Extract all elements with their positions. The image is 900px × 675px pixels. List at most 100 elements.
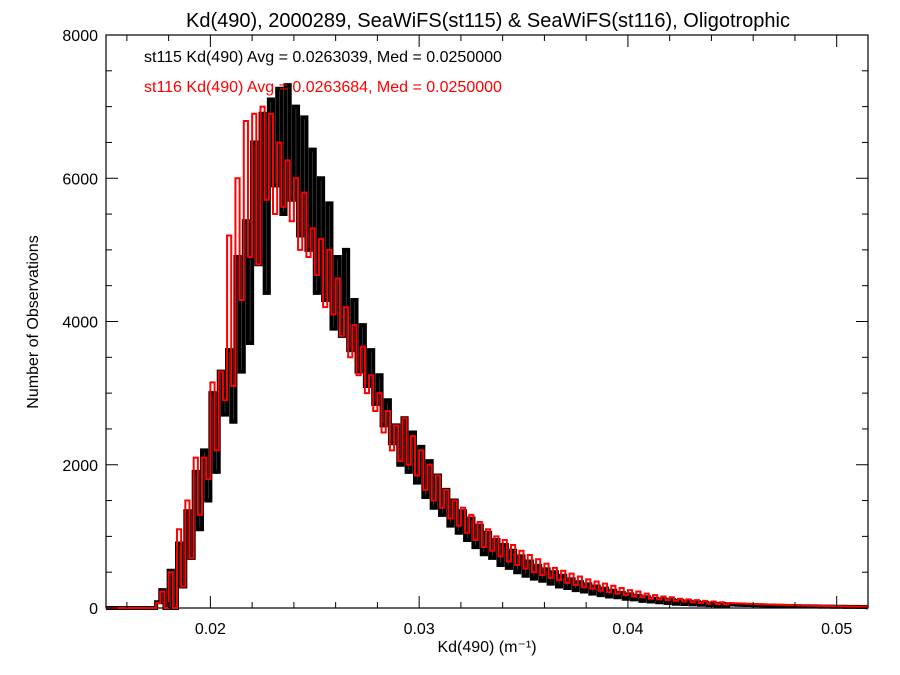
- y-tick-labels: 0 2000 4000 6000 8000: [62, 28, 98, 618]
- st116-bin: [415, 475, 419, 608]
- st115-bin: [540, 581, 544, 608]
- st115-bin: [498, 565, 502, 608]
- st116-bin: [465, 533, 469, 608]
- y-tick-label: 0: [89, 601, 98, 618]
- st116-bin: [286, 160, 290, 608]
- st115-bin: [331, 329, 335, 608]
- x-axis-label: Kd(490) (m⁻¹): [437, 639, 536, 656]
- st116-bin: [190, 558, 194, 608]
- st115-bin: [382, 425, 386, 608]
- annotation-st116: st116 Kd(490) Avg = 0.0263684, Med = 0.0…: [144, 79, 502, 96]
- chart-title: Kd(490), 2000289, SeaWiFS(st115) & SeaWi…: [186, 10, 790, 32]
- st115-bin: [290, 200, 294, 608]
- st115-bin: [323, 300, 327, 608]
- st115-bin: [206, 501, 210, 608]
- plot-area: [105, 34, 869, 610]
- st116-bin: [448, 518, 452, 608]
- st115-bin: [215, 472, 219, 608]
- x-tick-label: 0.04: [612, 621, 643, 638]
- st115-bin: [306, 250, 310, 608]
- st115-bin: [273, 185, 277, 608]
- st115-bin: [490, 558, 494, 608]
- st115-bin: [557, 587, 561, 608]
- st115-bin: [190, 558, 194, 608]
- y-tick-label: 6000: [62, 171, 98, 188]
- st116-bin: [315, 275, 319, 608]
- st115-bin: [574, 590, 578, 608]
- st115-bin: [348, 350, 352, 608]
- st115-bin: [473, 547, 477, 608]
- st116-bin: [290, 221, 294, 608]
- st115-bin: [515, 572, 519, 608]
- y-tick-label: 4000: [62, 315, 98, 332]
- st115-bin: [365, 386, 369, 608]
- st116-bin: [273, 214, 277, 608]
- st116-bin: [390, 450, 394, 608]
- st115-bin: [582, 592, 586, 608]
- st116-bin: [398, 461, 402, 608]
- st116-bin: [423, 490, 427, 608]
- st115-bin: [390, 443, 394, 608]
- st115-bin: [465, 540, 469, 608]
- st115-bin: [357, 372, 361, 608]
- st115-bin: [340, 336, 344, 608]
- st115-bin: [415, 483, 419, 608]
- st116-bin: [348, 357, 352, 608]
- st115-bin: [423, 497, 427, 608]
- x-tick-labels: 0.02 0.03 0.04 0.05: [195, 621, 853, 638]
- st116-bin: [331, 314, 335, 608]
- st116-bin: [357, 375, 361, 608]
- st116-line: [106, 105, 869, 609]
- y-tick-label: 2000: [62, 458, 98, 475]
- st115-bin: [181, 587, 185, 608]
- st116-bin: [306, 257, 310, 608]
- st116-bin: [340, 336, 344, 608]
- st116-bin: [473, 540, 477, 608]
- st115-bin: [549, 584, 553, 608]
- st115-bin: [198, 529, 202, 608]
- st116-bin: [256, 264, 260, 608]
- st116-bin: [215, 450, 219, 608]
- st115-bin: [457, 533, 461, 608]
- st115-bin: [590, 594, 594, 608]
- annotation-st115: st115 Kd(490) Avg = 0.0263039, Med = 0.0…: [144, 49, 502, 66]
- st115-bin: [281, 214, 285, 608]
- st115-bin: [432, 508, 436, 608]
- plot-frame: [105, 34, 869, 609]
- x-tick-label: 0.05: [821, 621, 852, 638]
- st115-bin: [532, 579, 536, 608]
- st115-bin: [256, 264, 260, 608]
- st115-bin: [440, 515, 444, 608]
- st115-bin: [248, 343, 252, 608]
- st115-bin: [315, 293, 319, 608]
- y-axis-label: Number of Observations: [25, 235, 42, 408]
- st115-bin: [507, 568, 511, 608]
- st115-bin: [265, 293, 269, 608]
- st115-bin: [565, 588, 569, 608]
- st115-bin: [298, 236, 302, 608]
- st116-bin: [298, 250, 302, 608]
- st116-bin: [440, 508, 444, 608]
- st115-bin: [448, 526, 452, 608]
- st116-bin: [223, 400, 227, 608]
- st115-bin: [482, 554, 486, 608]
- st116-bin: [432, 501, 436, 608]
- st115-bin: [407, 472, 411, 608]
- st116-bin: [281, 207, 285, 608]
- st116-bin: [407, 465, 411, 608]
- st115-bin: [373, 404, 377, 608]
- x-tick-label: 0.02: [195, 621, 226, 638]
- x-tick-label: 0.03: [404, 621, 435, 638]
- st116-bin: [365, 393, 369, 608]
- st115-bin: [398, 465, 402, 608]
- st116-bin: [323, 307, 327, 608]
- st116-bin: [457, 526, 461, 608]
- series-st116: [106, 105, 869, 609]
- st116-bin: [382, 433, 386, 608]
- st115-bin: [240, 372, 244, 608]
- st115-bin: [524, 576, 528, 608]
- axis-ticks: [106, 34, 868, 609]
- st116-bin: [373, 411, 377, 608]
- st116-bin: [181, 587, 185, 608]
